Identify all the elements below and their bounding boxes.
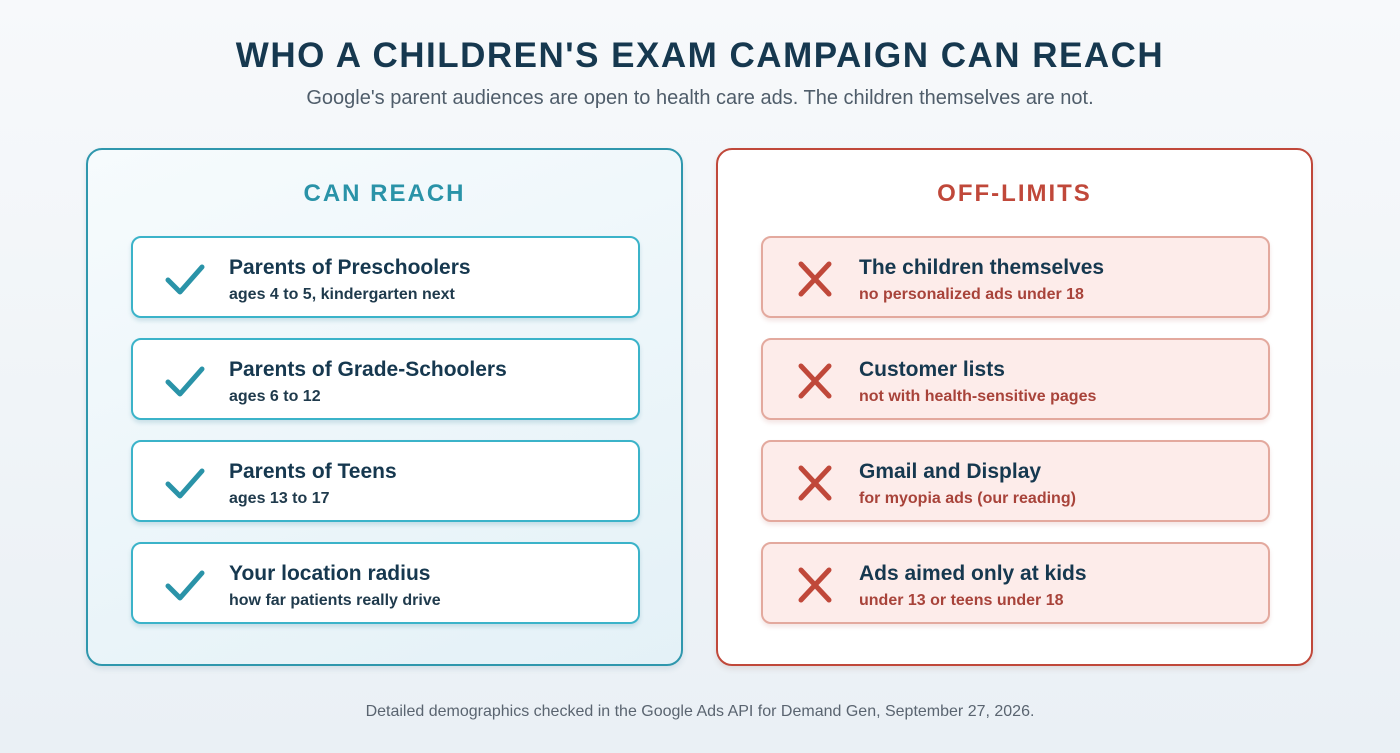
can-reach-card-subtitle: how far patients really drive (229, 592, 441, 609)
off-limits-card-title: Customer lists (859, 358, 1005, 381)
can-reach-card-title: Parents of Grade-Schoolers (229, 358, 507, 381)
off-limits-card-subtitle: not with health-sensitive pages (859, 388, 1097, 405)
check-icon (165, 570, 205, 601)
can-reach-card: Parents of Grade-Schoolers ages 6 to 12 (131, 338, 640, 420)
can-reach-card: Parents of Teens ages 13 to 17 (131, 440, 640, 522)
can-reach-card: Parents of Preschoolers ages 4 to 5, kin… (131, 236, 640, 318)
check-icon (165, 264, 205, 295)
off-limits-panel: OFF-LIMITS The children themselves no pe… (716, 148, 1313, 666)
off-limits-card-title: Ads aimed only at kids (859, 562, 1087, 585)
can-reach-card: Your location radius how far patients re… (131, 542, 640, 624)
off-limits-heading: OFF-LIMITS (937, 180, 1092, 207)
footer-note: Detailed demographics checked in the Goo… (365, 703, 1035, 720)
page-subtitle: Google's parent audiences are open to he… (306, 87, 1094, 109)
off-limits-card-title: The children themselves (859, 256, 1105, 279)
off-limits-card: Gmail and Display for myopia ads (our re… (761, 440, 1270, 522)
x-icon (798, 363, 832, 399)
x-icon (798, 465, 832, 501)
can-reach-card-subtitle: ages 6 to 12 (229, 388, 321, 405)
can-reach-card-title: Parents of Preschoolers (229, 256, 471, 279)
can-reach-card-subtitle: ages 4 to 5, kindergarten next (229, 286, 455, 303)
off-limits-card: Customer lists not with health-sensitive… (761, 338, 1270, 420)
off-limits-card-title: Gmail and Display (859, 460, 1042, 483)
page-title: WHO A CHILDREN'S EXAM CAMPAIGN CAN REACH (235, 36, 1165, 75)
can-reach-card-title: Your location radius (229, 562, 431, 585)
x-icon (798, 261, 832, 297)
can-reach-heading: CAN REACH (303, 180, 466, 207)
x-icon (798, 567, 832, 603)
off-limits-card: The children themselves no personalized … (761, 236, 1270, 318)
check-icon (165, 468, 205, 499)
can-reach-card-subtitle: ages 13 to 17 (229, 490, 330, 507)
off-limits-card-subtitle: no personalized ads under 18 (859, 286, 1084, 303)
off-limits-card-subtitle: for myopia ads (our reading) (859, 490, 1076, 507)
can-reach-panel: CAN REACH Parents of Preschoolers ages 4… (86, 148, 683, 666)
off-limits-card-subtitle: under 13 or teens under 18 (859, 592, 1064, 609)
can-reach-card-title: Parents of Teens (229, 460, 397, 483)
off-limits-card: Ads aimed only at kids under 13 or teens… (761, 542, 1270, 624)
check-icon (165, 366, 205, 397)
